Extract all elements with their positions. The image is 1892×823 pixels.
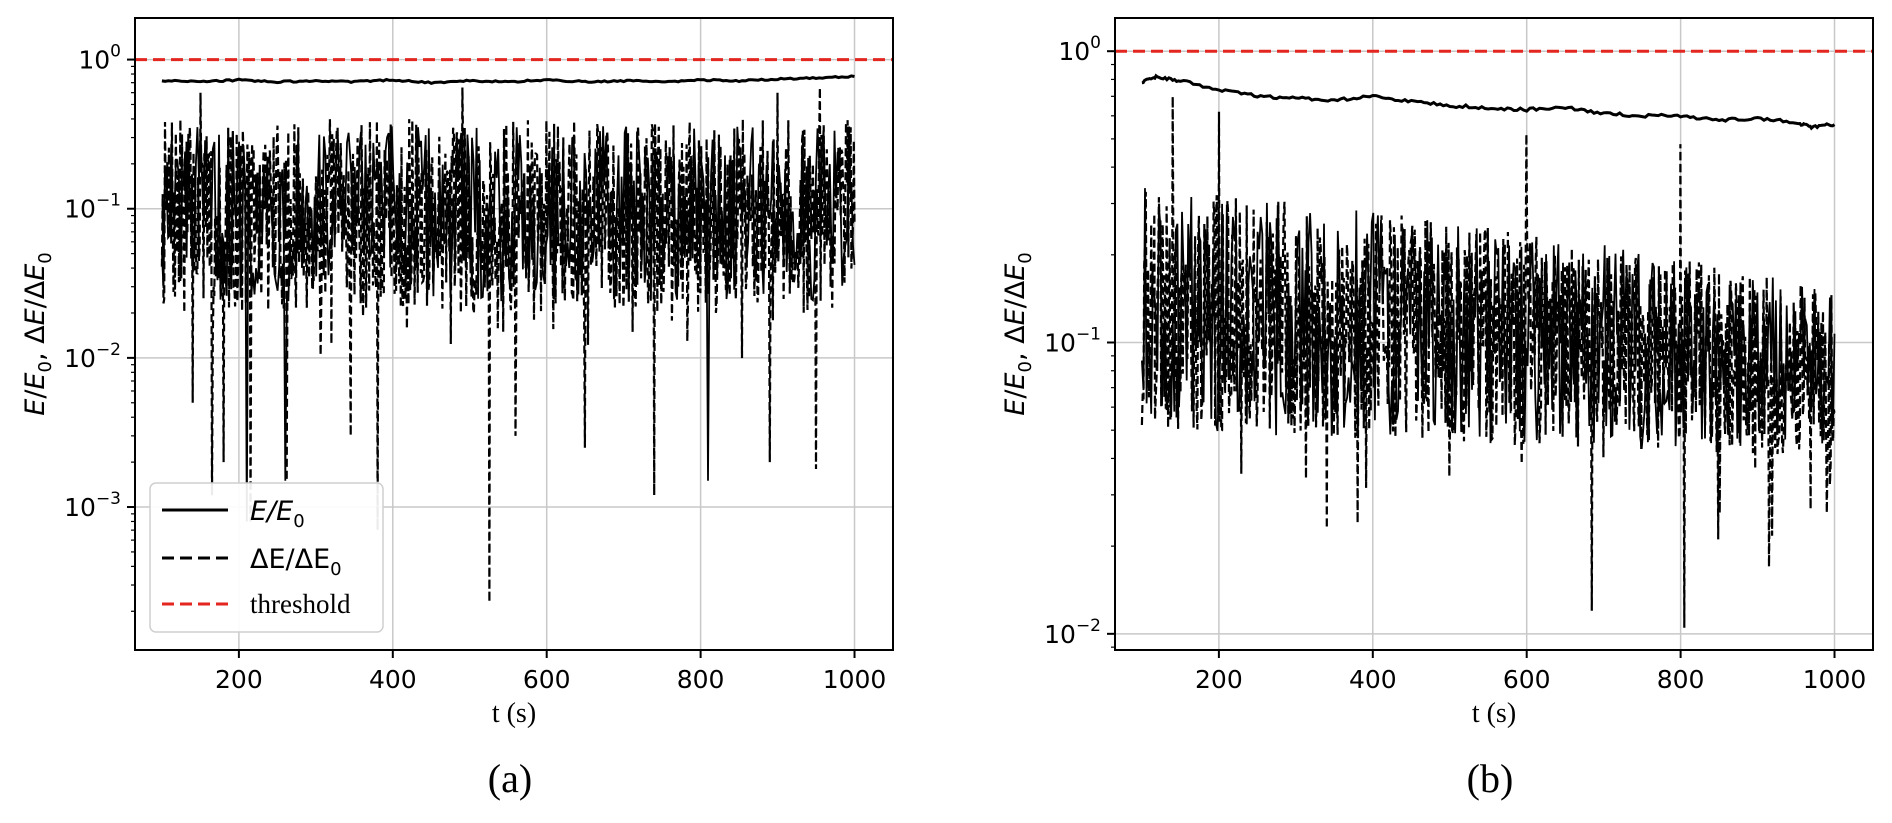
panel-label-a: (a) [488, 756, 532, 801]
x-tick-label: 400 [1349, 665, 1397, 694]
legend-label-threshold: threshold [250, 589, 351, 619]
y-tick-label: 100 [78, 42, 121, 75]
y-tick-label: 10−2 [64, 340, 121, 373]
legend-label-e: E/E0 [250, 496, 305, 532]
series-fluctuation [161, 126, 856, 522]
series-fluctuation [1141, 188, 1836, 450]
legend-box-a [149, 482, 384, 633]
y-tick-label: 10−2 [1044, 616, 1101, 649]
panel-b: 200 400 600 800 1000 10−2 10−1 100 t (s) E/E0, … [1000, 17, 1874, 801]
x-tick-label: 1000 [1803, 665, 1867, 694]
axes-frame-a [134, 17, 894, 651]
axes-frame-b [1114, 17, 1874, 651]
x-tick-label: 200 [1195, 665, 1243, 694]
x-tick-label: 800 [677, 665, 725, 694]
y-tick-label: 100 [1058, 33, 1101, 66]
x-tick-label: 400 [369, 665, 417, 694]
svg-text:E/E0, ΔE/ΔE0: E/E0, ΔE/ΔE0 [1000, 252, 1036, 415]
panel-a: 200 400 600 800 1000 10−3 10−2 10−1 100 t (s) E/… [20, 17, 894, 801]
y-tick-label: 10−3 [64, 489, 121, 522]
xlabel-a: t (s) [492, 698, 536, 729]
ticks-b: 200 400 600 800 1000 10−2 10−1 100 [1044, 33, 1866, 694]
ticks-a: 200 400 600 800 1000 10−3 10−2 10−1 100 [64, 42, 886, 694]
xlabel-b: t (s) [1472, 698, 1516, 729]
series-group-a [135, 58, 893, 603]
x-tick-label: 800 [1657, 665, 1705, 694]
ylabel-a: E/E0, ΔE/ΔE0 [20, 252, 56, 415]
series-e-over-e0 [1141, 73, 1836, 131]
panel-label-b: (b) [1467, 756, 1514, 801]
series-group-b [1115, 49, 1873, 628]
series-e-over-e0 [161, 74, 855, 86]
ylabel-b: E/E0, ΔE/ΔE0 [1000, 252, 1036, 415]
x-tick-label: 200 [215, 665, 263, 694]
svg-text:E/E0, ΔE/ΔE0: E/E0, ΔE/ΔE0 [20, 252, 56, 415]
x-tick-label: 1000 [823, 665, 887, 694]
x-tick-label: 600 [523, 665, 571, 694]
y-tick-label: 10−1 [1044, 325, 1101, 358]
legend-a: E/E0 ΔE/ΔE0 threshold [149, 482, 384, 633]
x-tick-label: 600 [1503, 665, 1551, 694]
legend-label-de: ΔE/ΔE0 [250, 544, 342, 580]
y-tick-label: 10−1 [64, 191, 121, 224]
